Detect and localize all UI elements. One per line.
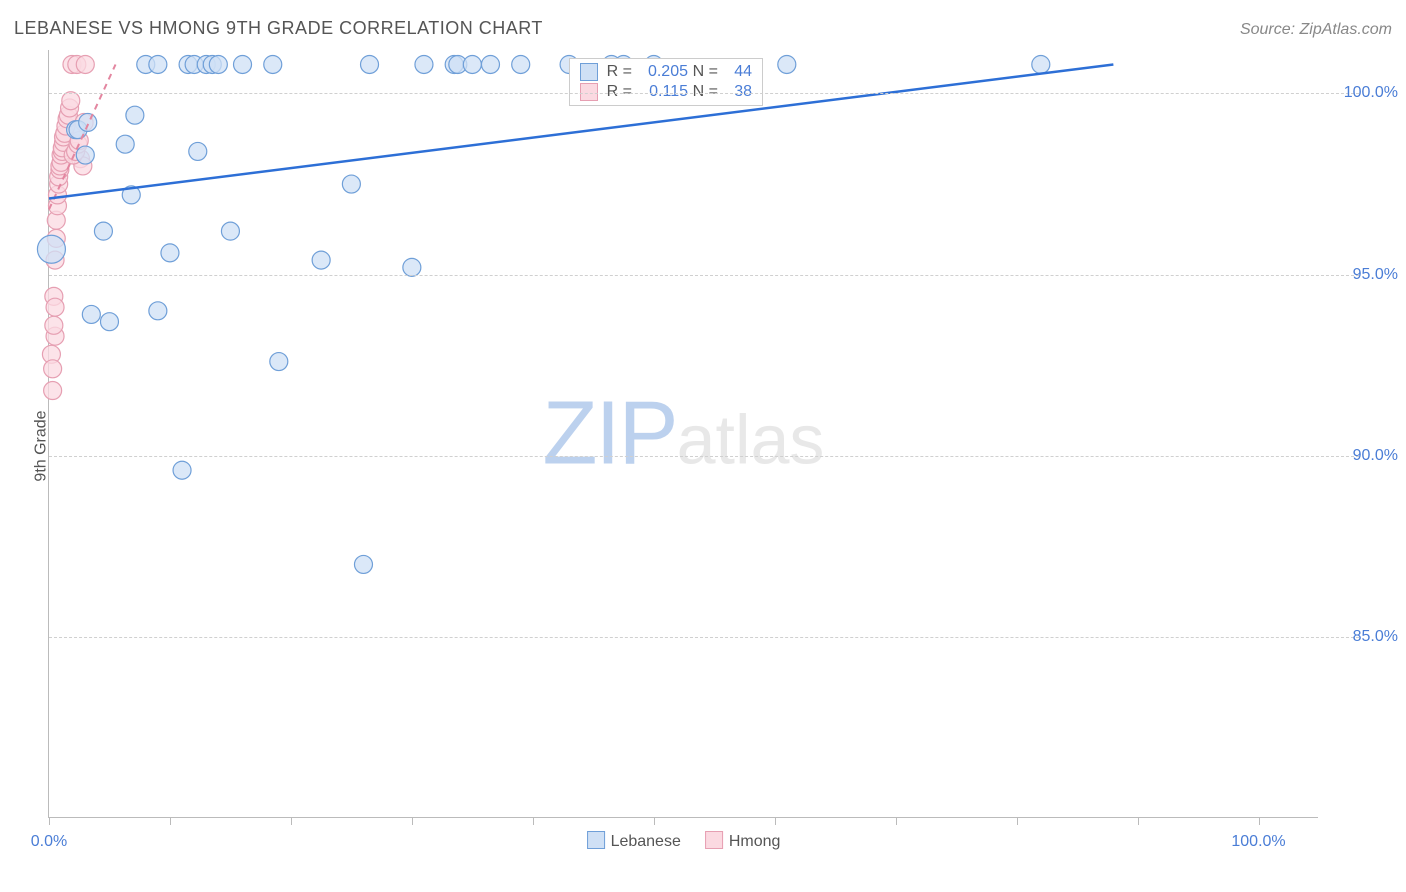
- legend-item-hmong: Hmong: [705, 831, 781, 851]
- x-tick: [170, 817, 171, 825]
- correlation-stats-box: R = 0.205 N = 44 R = 0.115 N = 38: [569, 58, 763, 106]
- gridline-h: [49, 637, 1359, 638]
- y-tick-label: 100.0%: [1328, 84, 1398, 102]
- gridline-h: [49, 275, 1359, 276]
- chart-plot-area: ZIPatlas R = 0.205 N = 44 R = 0.115 N = …: [48, 50, 1318, 818]
- legend-item-lebanese: Lebanese: [587, 831, 681, 851]
- stats-n-value-b: 38: [722, 83, 752, 101]
- stats-swatch-lebanese: [580, 63, 598, 81]
- source-attribution: Source: ZipAtlas.com: [1240, 21, 1392, 39]
- x-tick: [896, 817, 897, 825]
- x-tick: [775, 817, 776, 825]
- stats-r-value-a: 0.205: [636, 63, 688, 81]
- y-tick-label: 85.0%: [1328, 628, 1398, 646]
- stats-n-label-b: N =: [688, 83, 722, 101]
- stats-n-label-a: N =: [688, 63, 722, 81]
- x-tick: [291, 817, 292, 825]
- legend-swatch-hmong: [705, 831, 723, 849]
- x-tick: [412, 817, 413, 825]
- gridline-h: [49, 456, 1359, 457]
- chart-title: LEBANESE VS HMONG 9TH GRADE CORRELATION …: [14, 18, 543, 39]
- x-tick: [1017, 817, 1018, 825]
- scatter-plot-svg: [49, 50, 1318, 817]
- x-tick-label: 100.0%: [1231, 833, 1285, 851]
- stats-n-value-a: 44: [722, 63, 752, 81]
- x-tick: [1138, 817, 1139, 825]
- x-tick: [49, 817, 50, 825]
- y-tick-label: 90.0%: [1328, 447, 1398, 465]
- legend: Lebanese Hmong: [587, 831, 781, 851]
- y-tick-label: 95.0%: [1328, 266, 1398, 284]
- legend-label-lebanese: Lebanese: [611, 833, 681, 850]
- x-tick: [654, 817, 655, 825]
- gridline-h: [49, 93, 1359, 94]
- x-tick: [1259, 817, 1260, 825]
- stats-r-label-b: R =: [602, 83, 636, 101]
- stats-r-label-a: R =: [602, 63, 636, 81]
- x-tick: [533, 817, 534, 825]
- stats-r-value-b: 0.115: [636, 83, 688, 101]
- legend-label-hmong: Hmong: [729, 833, 781, 850]
- stats-swatch-hmong: [580, 83, 598, 101]
- x-tick-label: 0.0%: [31, 833, 67, 851]
- legend-swatch-lebanese: [587, 831, 605, 849]
